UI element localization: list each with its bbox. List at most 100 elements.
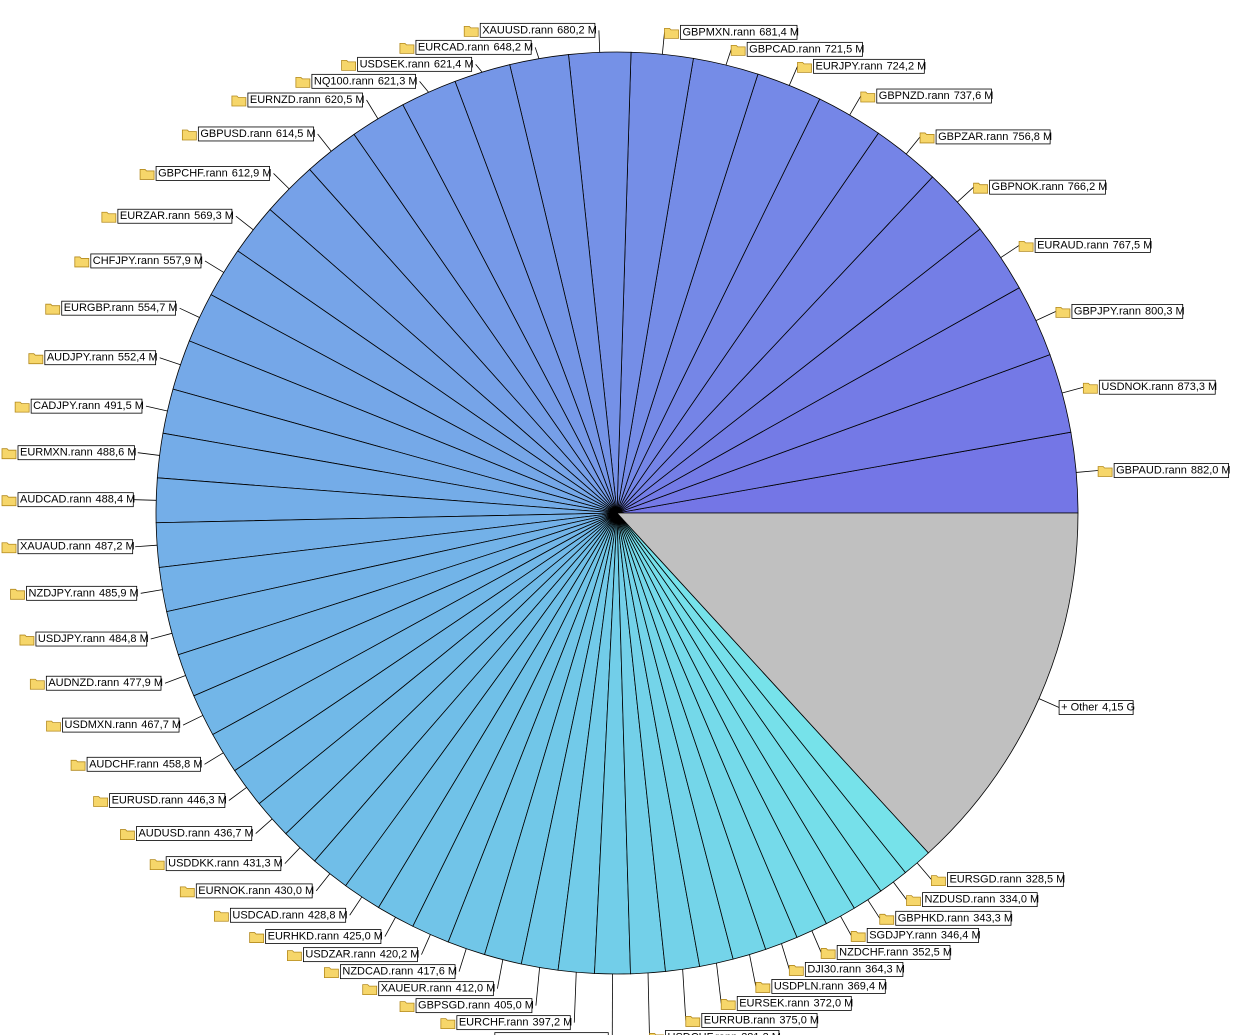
slice-label: GBPJPY.rann 800,3 M: [1035, 303, 1185, 321]
label-text: XAUUSD.rann 680,2 M: [482, 24, 597, 36]
leader-line: [573, 972, 577, 1023]
label-name: GBPJPY.rann: [1074, 305, 1141, 317]
folder-icon: [1097, 466, 1113, 477]
slice-label: NZDCHF.rann 352,5 M: [811, 930, 952, 960]
label-value: 491,5 M: [104, 400, 144, 412]
leader-line: [1061, 386, 1084, 394]
slice-label: EURSGD.rann 328,5 M: [916, 862, 1065, 888]
label-value: 458,8 M: [163, 758, 203, 770]
label-value: 446,3 M: [187, 794, 227, 806]
folder-icon: [1, 542, 17, 554]
label-value: 420,2 M: [380, 949, 420, 961]
leader-line: [135, 544, 158, 548]
label-box: [836, 945, 951, 960]
label-text: NZDCAD.rann 417,6 M: [342, 966, 457, 978]
label-box: [44, 350, 157, 366]
label-text: EURCHF.rann 397,2 M: [459, 1017, 572, 1029]
label-box: [155, 166, 270, 181]
label-box: [90, 253, 202, 269]
label-name: NZDUSD.rann: [925, 894, 996, 906]
leader-line: [893, 881, 907, 900]
label-box: [876, 88, 992, 104]
folder-icon: [29, 678, 45, 690]
slice-label: CADJPY.rann 491,5 M: [14, 398, 168, 414]
leader-line: [867, 899, 881, 919]
slice-label: GBPHKD.rann 343,3 M: [867, 899, 1013, 926]
leader-line: [598, 30, 601, 53]
label-value: 397,2 M: [533, 1017, 573, 1029]
label-text: GBPHKD.rann 343,3 M: [898, 912, 1013, 924]
slice-label: GBPUSD.rann 614,5 M: [181, 126, 332, 152]
leader-line: [137, 452, 160, 456]
label-value: 614,5 M: [276, 128, 316, 140]
label-text: GBPCHF.rann 612,9 M: [158, 167, 271, 179]
label-name: EURCHF.rann: [459, 1017, 529, 1029]
slice-label: EURCHF.rann 397,2 M: [440, 972, 577, 1031]
label-box: [378, 981, 494, 997]
label-text: AUDCHF.rann 458,8 M: [89, 758, 202, 770]
label-box: [701, 1013, 818, 1028]
leader-line: [682, 969, 687, 1021]
folder-icon: [463, 25, 479, 37]
label-name: GBPZAR.rann: [938, 131, 1008, 143]
label-box: [1098, 379, 1216, 395]
label-value: 412,0 M: [456, 983, 496, 995]
label-box: [1113, 463, 1229, 478]
leader-line: [475, 64, 483, 73]
label-text: EURGBP.rann 554,7 M: [64, 302, 178, 314]
label-text: EURSEK.rann 372,0 M: [739, 997, 853, 1009]
folder-icon: [45, 303, 61, 315]
folder-icon: [720, 999, 736, 1010]
label-name: AUDUSD.rann: [138, 827, 210, 839]
label-name: USDSEK.rann: [360, 58, 430, 70]
label-name: GBPUSD.rann: [200, 128, 272, 140]
label-box: [746, 41, 863, 57]
folder-icon: [860, 91, 876, 103]
folder-icon: [101, 211, 117, 223]
label-text: NZDJPY.rann 485,9 M: [29, 587, 139, 599]
label-value: 681,4 M: [759, 26, 799, 38]
label-value: 554,7 M: [138, 302, 178, 314]
folder-icon: [323, 967, 339, 979]
label-name: USDNOK.rann: [1101, 381, 1173, 393]
label-text: AUDCAD.rann 488,4 M: [20, 494, 135, 506]
folder-icon: [399, 1001, 415, 1013]
leader-line: [840, 915, 852, 936]
label-name: XAUAUD.rann: [20, 541, 91, 553]
slice-label: GBPNOK.rann 766,2 M: [957, 179, 1107, 203]
slice-label: USDNOK.rann 873,3 M: [1061, 379, 1217, 395]
label-value: 381,3 M: [741, 1031, 781, 1035]
label-value: 487,2 M: [95, 541, 135, 553]
label-value: 569,3 M: [194, 210, 234, 222]
label-value: 4,15 G: [1102, 701, 1135, 713]
label-box: [1034, 238, 1151, 253]
folder-icon: [181, 129, 197, 141]
label-name: AUDCHF.rann: [89, 758, 159, 770]
label-text: NZDCHF.rann 352,5 M: [839, 946, 952, 958]
label-text: GBPCAD.rann 721,5 M: [749, 43, 864, 55]
folder-icon: [10, 588, 25, 600]
label-box: [165, 856, 282, 872]
label-text: USDSEK.rann 621,4 M: [360, 58, 474, 70]
label-value: 375,0 M: [779, 1014, 819, 1026]
label-box: [935, 129, 1051, 145]
leader-line: [849, 95, 862, 116]
leader-line: [315, 873, 331, 892]
label-text: EURZAR.rann 569,3 M: [120, 210, 234, 222]
label-name: EURMXN.rann: [20, 447, 93, 459]
leader-line: [905, 136, 921, 155]
slice-label: AUDNZD.rann 477,9 M: [29, 675, 186, 691]
folder-icon: [249, 932, 265, 943]
slice-label: USDSEK.rann 621,4 M: [341, 56, 483, 73]
label-name: GBPCAD.rann: [749, 43, 821, 55]
label-box: [357, 56, 473, 72]
label-box: [895, 910, 1012, 926]
folder-icon: [919, 132, 935, 144]
label-value: 346,4 M: [941, 929, 981, 941]
label-text: NZDUSD.rann 334,0 M: [925, 894, 1040, 906]
folder-icon: [931, 875, 946, 887]
leader-line: [182, 715, 204, 726]
label-text: USDPLN.rann 369,4 M: [774, 980, 887, 992]
slice-label: AUDCHF.rann 458,8 M: [70, 752, 224, 772]
